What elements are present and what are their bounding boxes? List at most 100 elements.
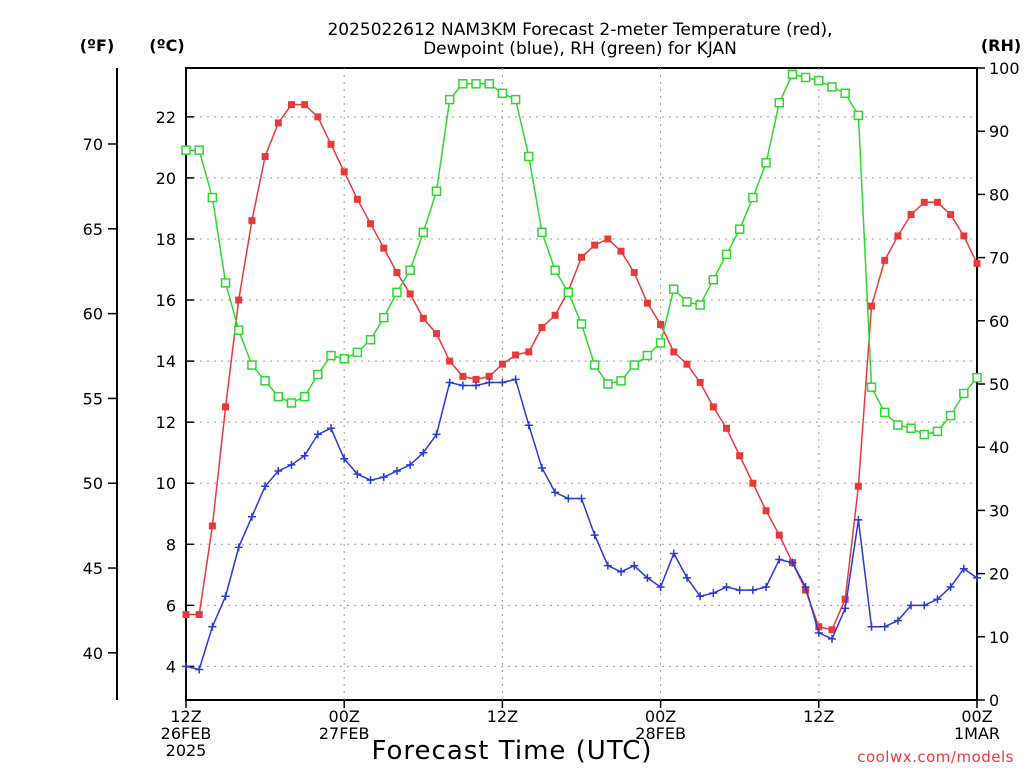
dewpoint-point <box>353 470 362 479</box>
dewpoint-point <box>327 424 336 433</box>
dewpoint-point <box>867 622 876 631</box>
dewpoint-point <box>577 494 586 503</box>
temperature-point <box>182 611 190 619</box>
temperature-point <box>578 253 585 261</box>
rh-point <box>893 420 903 430</box>
temperature-point <box>920 198 928 206</box>
temperature-point <box>736 452 744 460</box>
temperature-point <box>287 101 295 109</box>
fahrenheit-tick-label: 70 <box>83 135 103 154</box>
rh-point <box>919 429 930 440</box>
temperature-point <box>841 595 849 603</box>
temperature-point <box>261 153 269 161</box>
dewpoint-point <box>432 430 441 439</box>
dewpoint-point <box>959 564 968 573</box>
dewpoint-point <box>247 512 256 521</box>
celsius-tick-label: 22 <box>156 108 176 127</box>
temperature-point <box>459 372 467 380</box>
time-tick-label: 27FEB <box>319 724 370 743</box>
temperature-point <box>762 507 770 515</box>
rh-point <box>800 72 811 83</box>
rh-point <box>721 249 732 260</box>
rh-tick-label: 10 <box>989 628 1009 647</box>
dewpoint-point <box>682 573 691 582</box>
temperature-point <box>947 211 955 219</box>
rh-point <box>655 338 666 348</box>
rh-tick-label: 0 <box>989 691 999 710</box>
rh-point <box>379 312 389 323</box>
dewpoint-point <box>630 561 639 570</box>
temperature-point <box>353 195 361 203</box>
temperature-point <box>327 140 335 148</box>
rh-point <box>537 227 547 238</box>
rh-point <box>642 350 653 361</box>
temperature-point <box>657 320 665 328</box>
temperature-series <box>182 101 981 634</box>
rh-tick-label: 80 <box>989 185 1009 204</box>
rh-axis-unit: (RH) <box>981 36 1021 55</box>
temperature-point <box>881 256 889 264</box>
celsius-tick-label: 10 <box>156 474 176 493</box>
rh-point <box>972 372 982 383</box>
temperature-point <box>314 113 322 121</box>
dewpoint-point <box>564 494 573 503</box>
temperature-point <box>828 626 836 634</box>
dewpoint-point <box>590 531 599 540</box>
temperature-point <box>775 531 783 539</box>
temperature-point <box>446 357 454 365</box>
dewpoint-point <box>551 488 560 497</box>
time-tick-label: 00Z <box>645 707 676 726</box>
temperature-point <box>380 244 388 252</box>
dewpoint-point <box>643 573 652 582</box>
temperature-point <box>406 290 414 298</box>
dewpoint-point <box>485 378 494 387</box>
celsius-axis-ticks: 4 6 8 10 12 14 16 18 20 22 <box>156 108 194 676</box>
celsius-tick-label: 8 <box>166 535 176 554</box>
dewpoint-point <box>801 583 810 592</box>
rh-point <box>774 98 784 108</box>
dewpoint-point <box>524 421 533 430</box>
rh-point <box>603 379 613 389</box>
rh-point <box>708 274 719 285</box>
temperature-point <box>208 522 216 530</box>
rh-tick-label: 30 <box>989 501 1009 520</box>
dewpoint-series <box>182 375 981 674</box>
rh-point <box>906 423 916 433</box>
rh-point <box>418 227 429 238</box>
rh-tick-label: 100 <box>989 59 1020 78</box>
temperature-point <box>868 302 876 310</box>
rh-point <box>207 192 218 203</box>
dewpoint-point <box>379 473 388 482</box>
dewpoint-point <box>458 381 467 390</box>
rh-point <box>194 145 204 155</box>
rh-tick-label: 20 <box>989 565 1009 584</box>
celsius-tick-label: 12 <box>156 413 176 432</box>
fahrenheit-axis-unit: (ºF) <box>80 36 115 55</box>
rh-point <box>879 407 890 418</box>
time-tick-label: 26FEB <box>161 724 212 743</box>
rh-point <box>233 325 244 336</box>
temperature-point <box>512 351 520 359</box>
dewpoint-point <box>827 634 836 643</box>
dewpoint-point <box>854 515 863 524</box>
dewpoint-point <box>617 567 626 576</box>
rh-point <box>444 94 455 105</box>
rh-point <box>853 110 864 121</box>
fahrenheit-tick-label: 55 <box>83 389 103 408</box>
dewpoint-point <box>300 451 309 460</box>
dewpoint-point <box>709 589 718 598</box>
dewpoint-point <box>274 467 283 476</box>
dewpoint-point <box>814 628 823 637</box>
time-tick-label: 2025 <box>166 741 207 760</box>
rh-point <box>550 265 560 275</box>
temperature-point <box>960 232 968 240</box>
site-credit: coolwx.com/models <box>857 748 1014 766</box>
rh-point <box>589 360 600 370</box>
dewpoint-point <box>472 381 481 390</box>
dewpoint-point <box>392 467 401 476</box>
dewpoint-point <box>340 454 349 463</box>
dewpoint-point <box>748 586 757 595</box>
time-tick-label: 12Z <box>170 707 201 726</box>
temperature-point <box>723 424 731 432</box>
